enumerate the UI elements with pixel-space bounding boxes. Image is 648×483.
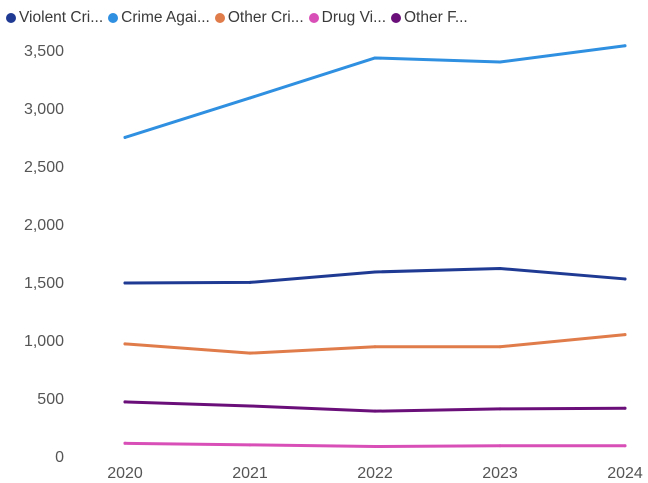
data-point[interactable]	[248, 280, 252, 284]
data-point[interactable]	[248, 404, 252, 408]
data-point[interactable]	[498, 345, 502, 349]
y-tick-label: 2,500	[24, 159, 64, 176]
legend-label: Other Cri...	[227, 9, 304, 26]
data-point[interactable]	[623, 406, 627, 410]
x-tick-label: 2023	[482, 465, 518, 482]
data-point[interactable]	[123, 400, 127, 404]
legend-item[interactable]: Drug Vi...	[308, 9, 386, 27]
series-line[interactable]	[123, 44, 627, 139]
data-point[interactable]	[498, 267, 502, 270]
x-tick-label: 2021	[232, 465, 268, 482]
legend-marker-icon	[391, 13, 401, 23]
data-point[interactable]	[123, 342, 127, 346]
data-point[interactable]	[373, 345, 377, 349]
data-point[interactable]	[373, 270, 377, 274]
x-tick-label: 2022	[357, 465, 393, 482]
data-point[interactable]	[498, 407, 502, 411]
legend-label: Other F...	[404, 9, 468, 26]
y-tick-label: 3,000	[24, 101, 64, 118]
data-point[interactable]	[623, 44, 627, 48]
legend-item[interactable]: Other Cri...	[214, 9, 304, 27]
legend-item[interactable]: Crime Agai...	[108, 9, 210, 27]
series-line[interactable]	[123, 333, 627, 355]
y-tick-label: 2,000	[24, 217, 64, 234]
y-tick-label: 1,500	[24, 275, 64, 292]
chart-legend: Violent Cri... Crime Agai... Other Cri... D…	[6, 7, 646, 29]
data-point[interactable]	[248, 96, 252, 100]
data-point[interactable]	[373, 56, 377, 60]
data-point[interactable]	[498, 60, 502, 64]
data-point[interactable]	[373, 445, 377, 449]
data-point[interactable]	[248, 351, 252, 355]
y-tick-label: 3,500	[24, 43, 64, 60]
data-point[interactable]	[623, 444, 627, 448]
legend-label: Violent Cri...	[19, 9, 104, 26]
legend-item[interactable]: Violent Cri...	[6, 9, 103, 27]
data-point[interactable]	[623, 277, 627, 281]
y-tick-label: 1,000	[24, 333, 64, 350]
legend-marker-icon	[214, 13, 225, 23]
series-group	[123, 44, 627, 449]
data-point[interactable]	[248, 443, 252, 447]
legend-label: Drug Vi...	[321, 9, 386, 26]
legend-marker-icon	[108, 13, 119, 23]
data-point[interactable]	[123, 281, 127, 285]
data-point[interactable]	[123, 441, 127, 445]
data-point[interactable]	[623, 333, 627, 337]
legend-marker-icon	[308, 13, 319, 23]
y-tick-label: 500	[37, 391, 64, 408]
x-tick-label: 2024	[607, 465, 643, 482]
x-axis: 2020 2021 2022 2023 2024	[107, 465, 643, 482]
data-point[interactable]	[373, 409, 377, 413]
legend-marker-icon	[6, 13, 16, 23]
legend-item[interactable]: Other F...	[391, 9, 468, 27]
data-point[interactable]	[498, 444, 502, 448]
data-point[interactable]	[123, 135, 127, 139]
legend-label: Crime Agai...	[121, 9, 210, 26]
y-tick-label: 0	[55, 449, 64, 466]
x-tick-label: 2020	[107, 465, 143, 482]
y-axis: 0 500 1,000 1,500 2,000 2,500 3,000 3,500	[24, 43, 64, 466]
